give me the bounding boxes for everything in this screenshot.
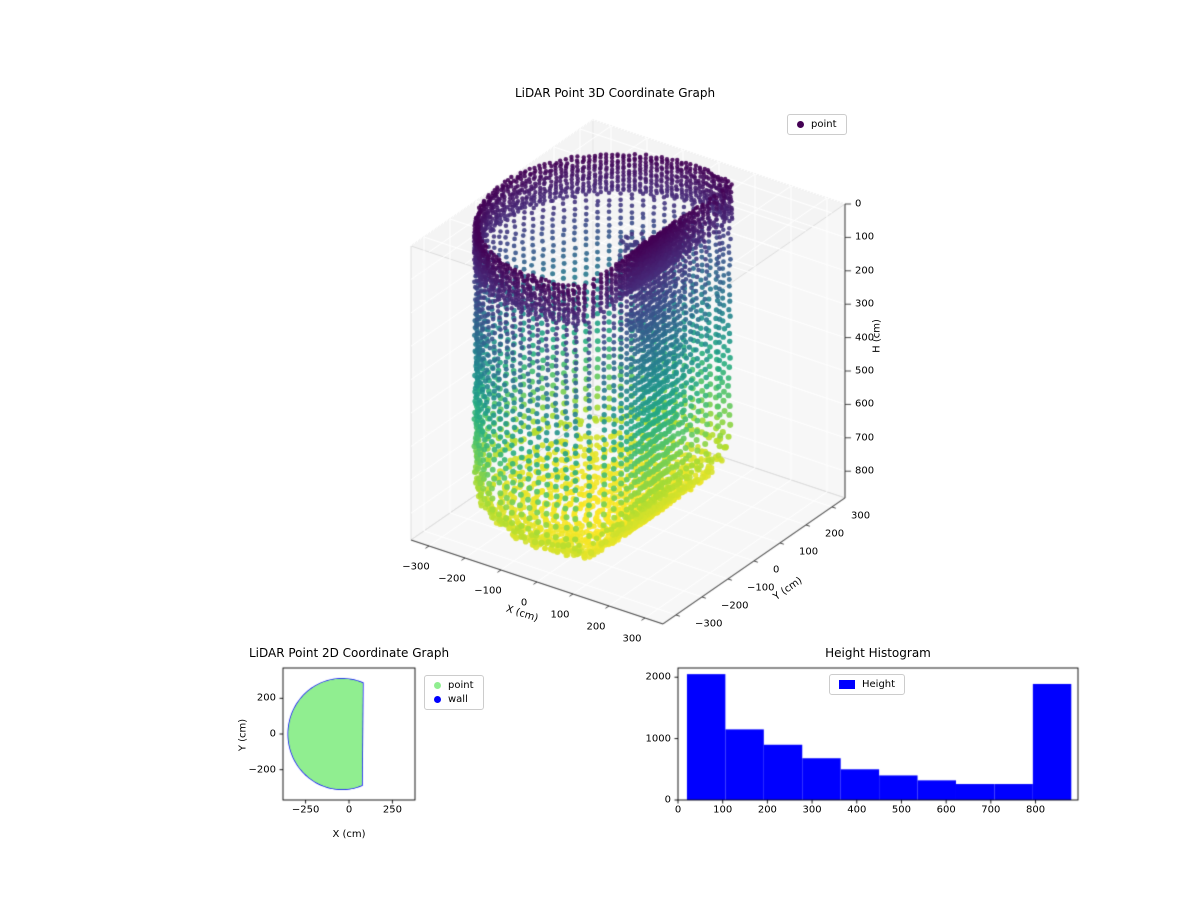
tick-label-3d-y: −100 (747, 582, 774, 593)
plot3d-legend: point (787, 114, 847, 135)
tick-label-3d-x: 0 (521, 597, 527, 608)
tick-label-hist-x: 400 (847, 805, 866, 816)
tick-label-2d-x: 0 (346, 805, 352, 816)
hist-title: Height Histogram (698, 646, 1058, 660)
tick-label-hist-x: 700 (981, 805, 1000, 816)
legend-label: point (448, 680, 474, 691)
plot2d-xlabel: X (cm) (289, 829, 409, 840)
legend-entry: point (797, 119, 837, 130)
tick-label-3d-z: 500 (855, 366, 874, 377)
tick-label-hist-x: 600 (937, 805, 956, 816)
legend-marker-icon (434, 696, 441, 703)
tick-label-3d-y: 200 (825, 528, 844, 539)
tick-label-3d-x: −200 (438, 573, 465, 584)
tick-label-2d-x: −250 (292, 805, 319, 816)
tick-label-3d-z: 800 (855, 466, 874, 477)
tick-label-3d-z: 200 (855, 265, 874, 276)
tick-label-3d-z: 0 (855, 199, 861, 210)
tick-label-hist-y: 0 (665, 795, 671, 806)
tick-label-hist-y: 2000 (646, 672, 671, 683)
legend-entry: wall (434, 694, 474, 705)
tick-label-3d-z: 100 (855, 232, 874, 243)
lidar-figure: −300 −200 −100 0 100 200 300 −300 −200 −100 0 100 20… (0, 0, 1200, 900)
plot2d-title: LiDAR Point 2D Coordinate Graph (169, 646, 529, 660)
plot2d-legend: point wall (424, 675, 484, 710)
tick-label-2d-y: 200 (257, 693, 276, 704)
plot2d-ylabel: Y (cm) (238, 719, 249, 751)
tick-label-3d-x: 300 (622, 633, 641, 644)
tick-label-3d-y: −200 (721, 600, 748, 611)
legend-label: point (811, 119, 837, 130)
tick-label-hist-x: 500 (892, 805, 911, 816)
tick-label-3d-z: 300 (855, 299, 874, 310)
tick-label-hist-x: 300 (803, 805, 822, 816)
tick-label-3d-y: −300 (695, 618, 722, 629)
legend-marker-icon (434, 682, 441, 689)
plot3d-title: LiDAR Point 3D Coordinate Graph (355, 86, 875, 100)
hist-legend: Height (829, 674, 905, 695)
legend-entry: point (434, 680, 474, 691)
tick-label-3d-y: 0 (773, 564, 779, 575)
legend-marker-icon (839, 680, 855, 689)
tick-label-2d-x: 250 (383, 805, 402, 816)
tick-label-3d-y: 300 (851, 510, 870, 521)
legend-label: wall (448, 694, 468, 705)
tick-label-3d-x: 100 (550, 609, 569, 620)
tick-label-3d-z: 700 (855, 432, 874, 443)
legend-entry: Height (839, 679, 895, 690)
legend-label: Height (862, 679, 895, 690)
tick-label-3d-y: 100 (799, 546, 818, 557)
plots-canvas (0, 0, 1200, 900)
tick-label-3d-x: −100 (474, 585, 501, 596)
tick-label-3d-x: −300 (402, 561, 429, 572)
tick-label-3d-x: 200 (586, 621, 605, 632)
tick-label-hist-x: 0 (675, 805, 681, 816)
tick-label-hist-x: 200 (758, 805, 777, 816)
tick-label-2d-y: 0 (270, 729, 276, 740)
plot3d-zlabel: H (cm) (872, 319, 883, 353)
tick-label-2d-y: −200 (249, 764, 276, 775)
tick-label-hist-x: 800 (1026, 805, 1045, 816)
tick-label-hist-y: 1000 (646, 733, 671, 744)
tick-label-3d-z: 600 (855, 399, 874, 410)
tick-label-hist-x: 100 (713, 805, 732, 816)
legend-marker-icon (797, 121, 804, 128)
